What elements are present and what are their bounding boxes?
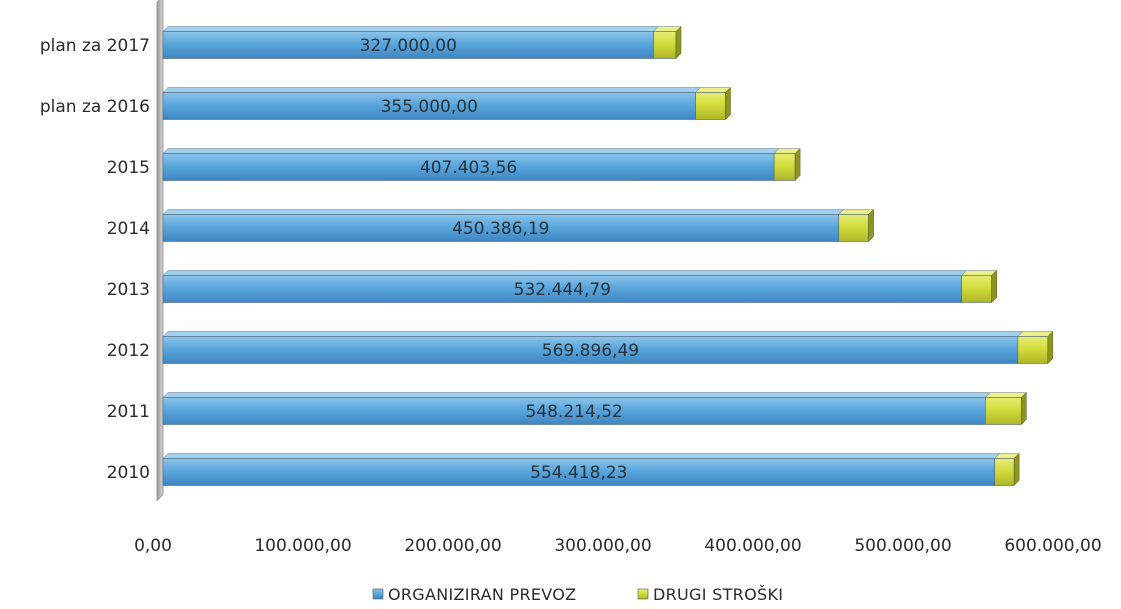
bar-side-face — [794, 147, 801, 182]
data-label: 569.896,49 — [542, 341, 639, 361]
bar-top-face — [984, 392, 1027, 398]
bar-drugi-stroski — [838, 214, 869, 242]
chart-side-wall — [156, 0, 164, 502]
x-tick-label: 600.000,00 — [1004, 536, 1101, 556]
bar-top-face — [162, 270, 968, 276]
legend-swatch-drugi-stroski — [637, 588, 649, 600]
data-label: 355.000,00 — [381, 97, 478, 117]
bar-top-face — [162, 148, 780, 154]
bar-organiziran-prevoz — [162, 458, 995, 486]
bar-top-face — [694, 87, 732, 93]
bar-side-face — [1021, 391, 1027, 426]
bar-organiziran-prevoz — [162, 92, 696, 120]
x-tick-label: 300.000,00 — [554, 536, 651, 556]
bar-top-face — [1017, 331, 1054, 337]
category-label: 2010 — [107, 463, 150, 483]
bar-drugi-stroski — [961, 275, 992, 303]
bar-organiziran-prevoz — [162, 397, 986, 425]
x-tick-label: 100.000,00 — [254, 536, 351, 556]
data-label: 554.418,23 — [530, 463, 627, 483]
data-label: 450.386,19 — [452, 219, 549, 239]
bar-top-face — [837, 209, 875, 215]
bar-drugi-stroski — [695, 92, 726, 120]
bar-drugi-stroski — [653, 31, 677, 59]
bar-side-face — [1047, 330, 1054, 365]
category-label: 2013 — [107, 280, 150, 300]
bar-organiziran-prevoz — [162, 153, 775, 181]
bar-top-face — [162, 87, 702, 93]
bar-drugi-stroski — [985, 397, 1022, 425]
category-label: 2011 — [107, 402, 150, 422]
bar-top-face — [961, 270, 998, 276]
bar-side-face — [675, 25, 682, 60]
bar-drugi-stroski — [994, 458, 1015, 486]
bar-top-face — [162, 392, 991, 398]
data-label: 548.214,52 — [525, 402, 622, 422]
bar-top-face — [162, 209, 845, 215]
legend-label: DRUGI STROŠKI — [653, 585, 783, 604]
bar-side-face — [868, 208, 874, 243]
category-label: 2014 — [107, 219, 150, 239]
bar-organiziran-prevoz — [162, 275, 962, 303]
data-label: 532.444,79 — [514, 280, 611, 300]
x-tick-label: 500.000,00 — [854, 536, 951, 556]
bar-side-face — [725, 86, 731, 121]
legend-swatch-organiziran-prevoz — [372, 588, 384, 600]
bar-side-face — [1013, 452, 1020, 487]
data-label: 327.000,00 — [360, 36, 457, 56]
bar-drugi-stroski — [773, 153, 796, 181]
bar-top-face — [162, 26, 660, 32]
category-label: plan za 2017 — [40, 36, 150, 56]
legend-label: ORGANIZIRAN PREVOZ — [388, 585, 576, 604]
category-label: 2015 — [107, 158, 150, 178]
x-tick-label: 400.000,00 — [704, 536, 801, 556]
x-tick-label: 0,00 — [134, 536, 172, 556]
bar-top-face — [162, 453, 1001, 459]
x-tick-label: 200.000,00 — [404, 536, 501, 556]
category-label: plan za 2016 — [40, 97, 150, 117]
bar-top-face — [162, 331, 1024, 337]
bar-drugi-stroski — [1017, 336, 1049, 364]
bar-side-face — [991, 269, 997, 304]
category-label: 2012 — [107, 341, 150, 361]
data-label: 407.403,56 — [420, 158, 517, 178]
bar-organiziran-prevoz — [162, 31, 654, 59]
